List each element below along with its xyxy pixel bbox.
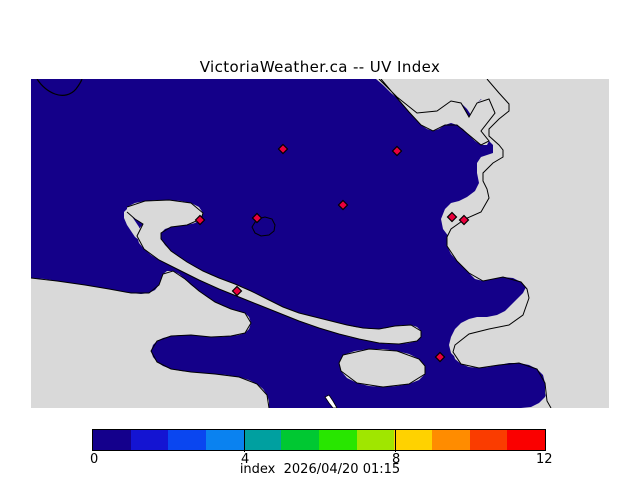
colorbar-gradient [92, 429, 546, 452]
station-marker [446, 211, 458, 223]
colorbar-segment [356, 430, 395, 450]
station-marker [231, 285, 243, 297]
uv-index-map[interactable] [31, 79, 609, 408]
coast-northern-bay [379, 79, 495, 145]
lake-outline [251, 216, 276, 237]
colorbar-tick-4 [244, 430, 245, 452]
colorbar-segment [93, 430, 131, 450]
station-marker [337, 199, 349, 211]
page-title: VictoriaWeather.ca -- UV Index [199, 58, 441, 76]
colorbar-segment [130, 430, 169, 450]
coast-peninsula-notch [124, 209, 141, 240]
coast-inlet-channel [127, 200, 421, 344]
colorbar-label-8: 8 [392, 452, 401, 467]
colorbar-segment [507, 430, 546, 450]
colorbar [92, 429, 546, 452]
station-markers[interactable] [194, 143, 470, 363]
coast-island-south [339, 349, 425, 387]
station-marker [391, 145, 403, 157]
colorbar-label-max: 12 [536, 452, 553, 467]
colorbar-segment [168, 430, 207, 450]
colorbar-segment [206, 430, 244, 450]
colorbar-segment [281, 430, 320, 450]
station-marker [434, 351, 446, 363]
coast-arc-northwest [36, 79, 83, 96]
coast-mainland-northeast [447, 79, 609, 408]
coastline-strokes [31, 79, 552, 408]
map-canvas [31, 79, 609, 408]
colorbar-segment [243, 430, 282, 450]
colorbar-segment [469, 430, 508, 450]
colorbar-label-4: 4 [241, 452, 250, 467]
colorbar-segment [319, 430, 357, 450]
station-marker [194, 214, 206, 226]
station-marker [251, 212, 263, 224]
coast-narrow-channel [324, 394, 338, 408]
colorbar-tick-8 [395, 430, 396, 452]
station-marker [458, 214, 470, 226]
colorbar-segment [432, 430, 470, 450]
station-marker [277, 143, 289, 155]
colorbar-label-min: 0 [90, 452, 99, 467]
colorbar-caption: index 2026/04/20 01:15 [239, 462, 401, 477]
colorbar-segment [394, 430, 433, 450]
